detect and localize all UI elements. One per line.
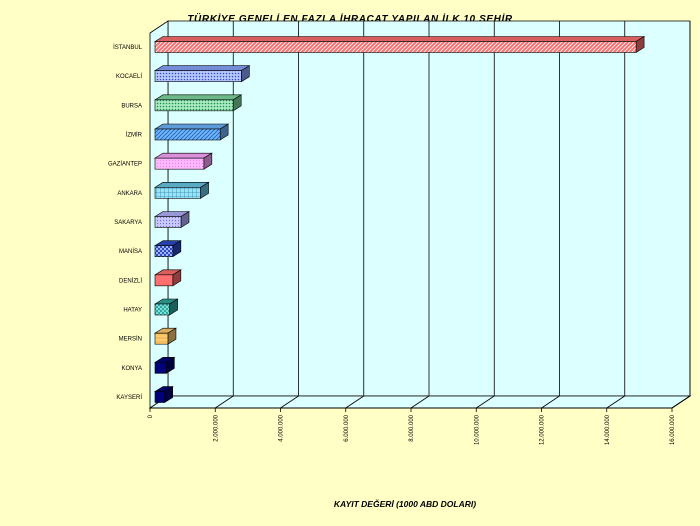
x-tick-label: 12.000.000 (540, 414, 546, 445)
floor-gridline (541, 395, 560, 409)
x-tick-label: 0 (148, 414, 154, 418)
category-label: KAYSERİ (116, 394, 142, 401)
x-tick-label: 4.000.000 (279, 414, 285, 441)
bar (154, 245, 174, 257)
x-tick-label: 16.000.000 (670, 414, 676, 445)
bar (154, 128, 221, 141)
bar-top (153, 94, 243, 101)
category-label: GAZİANTEP (108, 161, 142, 168)
category-label: SAKARYA (114, 220, 142, 226)
category-label: DENİZLİ (119, 277, 142, 284)
category-label: İSTANBUL (113, 44, 143, 51)
category-label: ANKARA (117, 191, 142, 197)
bar (154, 187, 201, 199)
category-label: BURSA (121, 103, 142, 109)
bar (154, 99, 234, 112)
x-tick-label: 6.000.000 (344, 414, 350, 441)
category-label: KONYA (121, 366, 142, 372)
bar-top (153, 182, 210, 188)
floor-gridline (606, 395, 625, 409)
bar-top (153, 123, 230, 130)
bar (154, 391, 165, 403)
x-tick-label: 10.000.000 (474, 414, 480, 445)
category-label: MANİSA (119, 248, 142, 255)
bar (154, 274, 174, 287)
floor-gridline (280, 395, 299, 409)
category-label: HATAY (123, 308, 142, 314)
floor-gridline (410, 395, 430, 409)
bar (154, 362, 167, 374)
category-label: İZMİR (126, 132, 143, 139)
bar (154, 303, 170, 316)
x-axis-end (671, 395, 691, 409)
x-tick-label: 2.000.000 (213, 414, 219, 441)
plot-area: 0 2.000.000 4.000.000 6.000.000 8.000.000 10.… (108, 20, 692, 445)
x-axis-title: KAYIT DEĞERİ (1000 ABD DOLARI) (334, 498, 476, 509)
bar (154, 332, 169, 345)
category-label: KOCAELİ (116, 73, 142, 80)
bar (154, 216, 182, 228)
bar-top (153, 152, 213, 159)
floor-gridline (345, 395, 364, 409)
bar (154, 157, 205, 170)
bar (154, 41, 637, 53)
x-tick-label: 14.000.000 (605, 414, 611, 445)
category-label: MERSİN (119, 336, 142, 343)
floor-gridline (476, 395, 495, 409)
x-tick-label: 8.000.000 (409, 414, 415, 441)
bar-top (153, 65, 251, 71)
floor-gridline (215, 395, 234, 409)
bar (154, 70, 242, 82)
bar-top (153, 36, 646, 42)
